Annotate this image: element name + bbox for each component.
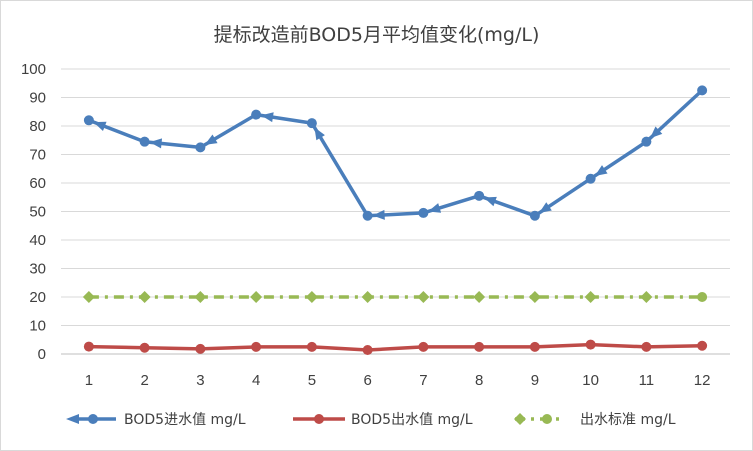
y-tick-label: 60 [29, 175, 46, 192]
data-point [361, 291, 374, 303]
line-arrowhead [261, 112, 274, 123]
data-point [697, 85, 708, 96]
y-tick-label: 50 [29, 204, 46, 221]
x-tick-label: 4 [252, 372, 260, 389]
chart-title: 提标改造前BOD5月平均值变化(mg/L) [213, 24, 540, 46]
line-arrowhead [372, 209, 385, 220]
line-arrowhead [428, 203, 442, 213]
y-tick-label: 90 [29, 90, 46, 107]
series-line [88, 342, 703, 352]
data-point [584, 291, 597, 303]
y-tick-label: 30 [29, 261, 46, 278]
line-arrowhead [539, 202, 552, 214]
data-point [418, 341, 429, 352]
y-tick-label: 20 [29, 289, 46, 306]
gridlines [61, 68, 730, 355]
data-point [83, 341, 94, 352]
x-tick-label: 1 [85, 372, 93, 389]
y-tick-label: 80 [29, 118, 46, 135]
line-arrowhead [204, 134, 218, 145]
data-point [529, 210, 540, 221]
series-2 [83, 339, 708, 356]
x-tick-label: 3 [196, 372, 204, 389]
y-tick-label: 40 [29, 232, 46, 249]
legend-item-1: BOD5进水值 mg/L [66, 412, 246, 428]
data-point [362, 345, 373, 356]
data-point [138, 291, 151, 303]
series-1 [83, 85, 708, 221]
data-point [417, 291, 430, 303]
data-point [585, 339, 596, 350]
x-tick-label: 6 [363, 372, 371, 389]
legend-swatch-marker [88, 414, 98, 424]
line-arrowhead [93, 121, 107, 132]
y-tick-labels: 0 10 20 30 40 50 60 70 80 90 100 [21, 61, 46, 363]
data-point [474, 341, 485, 352]
legend-swatch-marker [542, 414, 552, 424]
x-tick-label: 7 [419, 372, 427, 389]
data-point [585, 173, 596, 184]
data-point [473, 291, 486, 303]
data-point [641, 341, 652, 352]
data-point [529, 341, 540, 352]
data-point [83, 115, 94, 126]
legend-label: BOD5进水值 mg/L [124, 412, 246, 428]
x-tick-label: 2 [140, 372, 148, 389]
y-tick-label: 70 [29, 147, 46, 164]
legend-item-3: 出水标准 mg/L [514, 412, 676, 428]
data-point [82, 291, 95, 303]
x-tick-label: 11 [639, 372, 655, 389]
legend-label: BOD5出水值 mg/L [351, 412, 473, 428]
y-tick-label: 10 [29, 318, 46, 335]
legend: BOD5进水值 mg/L BOD5出水值 mg/L 出水标准 mg/L [66, 412, 676, 428]
data-point [194, 291, 207, 303]
legend-item-2: BOD5出水值 mg/L [293, 412, 473, 428]
data-point [251, 109, 262, 120]
line-arrowhead [650, 126, 663, 139]
x-tick-label: 10 [582, 372, 599, 389]
x-tick-labels: 1 2 3 4 5 6 7 8 9 10 11 12 [85, 372, 711, 389]
y-tick-label: 0 [38, 346, 46, 363]
data-point [195, 142, 206, 153]
x-tick-label: 9 [531, 372, 539, 389]
line-arrowhead [483, 196, 497, 207]
line-arrowhead [314, 127, 325, 141]
x-tick-label: 8 [475, 372, 483, 389]
data-point [362, 210, 373, 221]
data-point [139, 136, 150, 147]
legend-swatch-marker [514, 413, 526, 425]
data-point [418, 207, 429, 218]
data-point [641, 136, 652, 147]
data-point [697, 340, 708, 351]
data-point [195, 343, 206, 354]
series-3 [82, 291, 708, 303]
line-arrowhead [149, 138, 163, 149]
series-line [88, 89, 704, 218]
data-point [139, 342, 150, 353]
data-point [306, 118, 317, 129]
data-point [305, 291, 318, 303]
series-layer [82, 85, 708, 356]
line-arrowhead [594, 165, 608, 176]
x-tick-label: 5 [308, 372, 316, 389]
data-point [640, 291, 653, 303]
data-point [306, 341, 317, 352]
legend-label: 出水标准 mg/L [580, 412, 676, 428]
data-point [697, 292, 708, 302]
data-point [474, 190, 485, 201]
y-tick-label: 100 [21, 61, 46, 78]
data-point [528, 291, 541, 303]
x-tick-label: 12 [694, 372, 711, 389]
legend-swatch-marker [314, 414, 324, 424]
line-arrowhead [66, 414, 79, 424]
data-point [251, 341, 262, 352]
data-point [250, 291, 263, 303]
